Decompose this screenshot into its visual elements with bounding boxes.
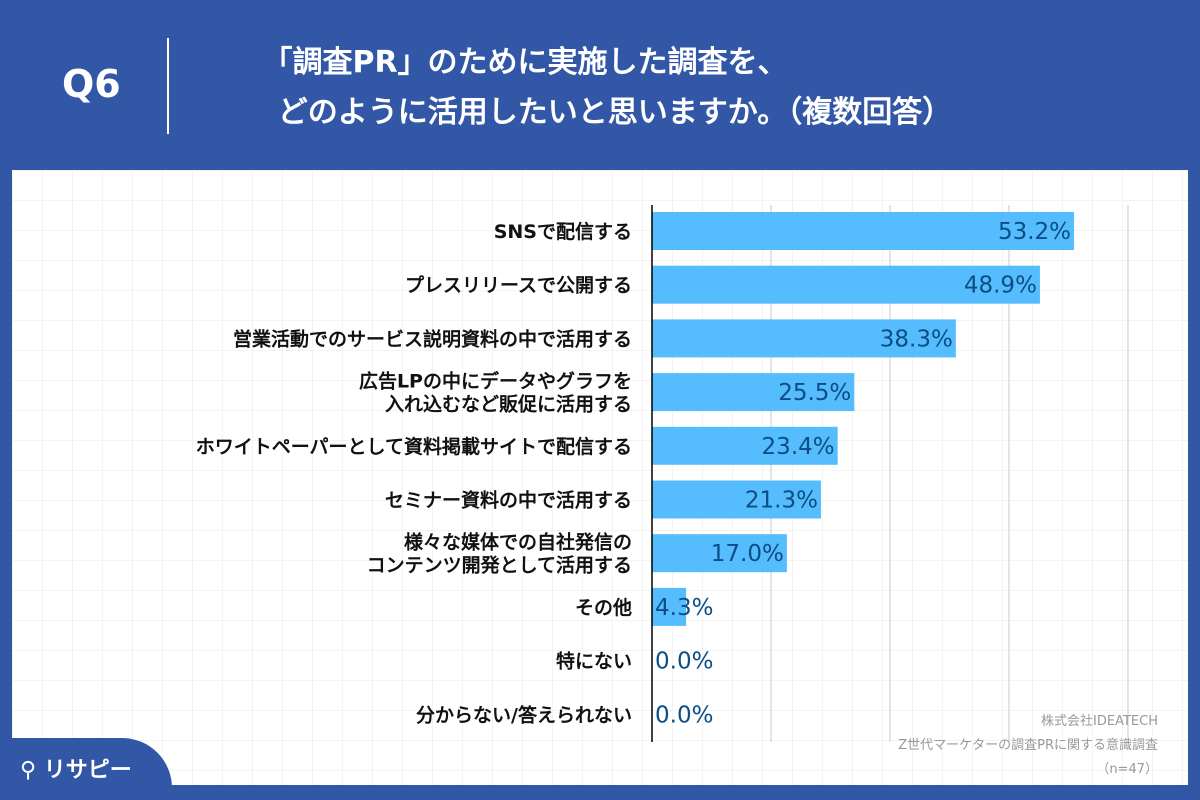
category-label: 営業活動でのサービス説明資料の中で活用する xyxy=(233,327,632,350)
bar xyxy=(652,426,838,465)
source-company: 株式会社IDEATECH xyxy=(1041,714,1158,729)
logo-text: リサピー xyxy=(43,758,132,783)
source-note: 株式会社IDEATECH Z世代マーケターの調査PRに関する意識調査 （n=47… xyxy=(898,710,1158,782)
bar xyxy=(652,319,956,358)
category-label: その他 xyxy=(575,596,632,619)
value-label: 48.9% xyxy=(964,273,1037,299)
category-label: コンテンツ開発として活用する xyxy=(367,554,632,577)
divider xyxy=(167,38,169,134)
chart-card xyxy=(12,170,1188,785)
category-label: 分からない/答えられない xyxy=(416,703,632,726)
bar xyxy=(652,265,1040,304)
bar xyxy=(652,373,855,412)
sample-size: （n=47） xyxy=(1096,762,1158,777)
category-label: 様々な媒体での自社発信の xyxy=(404,531,632,554)
category-label: 特にない xyxy=(556,651,632,673)
logo: ⚲ リサピー xyxy=(0,738,172,800)
category-label: セミナー資料の中で活用する xyxy=(385,489,632,512)
bar xyxy=(652,212,1075,250)
bar xyxy=(652,480,821,519)
pin-icon: ⚲ xyxy=(20,758,37,783)
category-label: SNSで配信する xyxy=(494,220,632,243)
value-label: 0.0% xyxy=(655,649,713,675)
value-label: 0.0% xyxy=(655,702,713,728)
title-line-2: どのように活用したいと思いますか。（複数回答） xyxy=(277,95,953,130)
value-label: 25.5% xyxy=(778,380,851,406)
category-label: 広告LPの中にデータやグラフを xyxy=(359,370,632,393)
value-label: 23.4% xyxy=(762,434,835,460)
category-label: プレスリリースで公開する xyxy=(405,274,632,297)
bar xyxy=(652,534,787,573)
value-label: 4.3% xyxy=(655,595,713,621)
value-label: 53.2% xyxy=(998,219,1071,245)
category-label: ホワイトペーパーとして資料掲載サイトで配信する xyxy=(196,435,632,458)
bar xyxy=(652,587,687,626)
value-label: 21.3% xyxy=(745,488,818,514)
value-label: 17.0% xyxy=(711,541,784,567)
title-line-1: 「調査PR」のために実施した調査を、 xyxy=(262,45,788,80)
category-label: 入れ込むなど販促に活用する xyxy=(385,393,632,416)
question-number: Q6 xyxy=(62,62,121,106)
value-label: 38.3% xyxy=(880,326,953,352)
page-title: 「調査PR」のために実施した調査を、 どのように活用したいと思いますか。（複数回… xyxy=(215,38,1015,138)
source-survey: Z世代マーケターの調査PRに関する意識調査 xyxy=(898,738,1158,753)
